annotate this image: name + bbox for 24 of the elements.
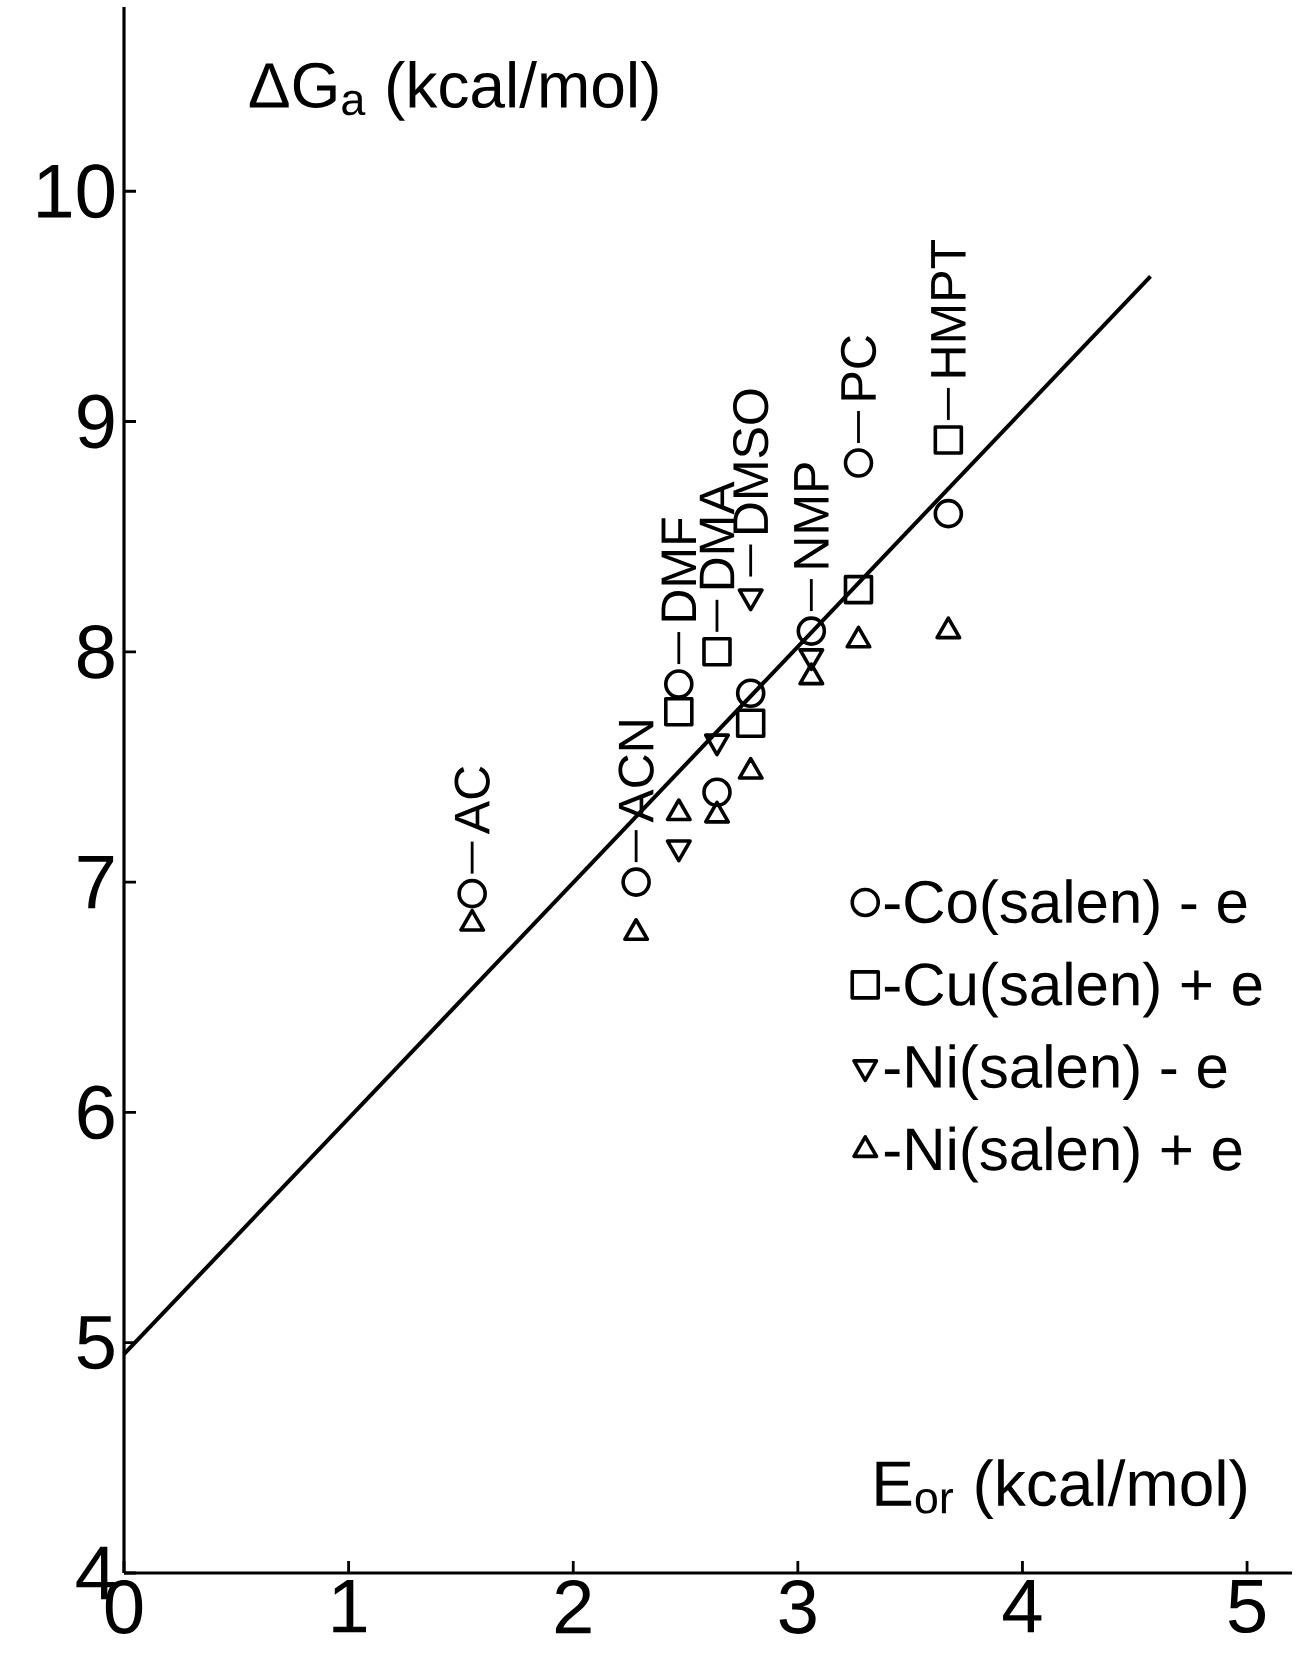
- x-tick-label: 3: [779, 1580, 816, 1634]
- y-tick-label: 10: [38, 164, 114, 219]
- x-tick-label: 1: [333, 1580, 367, 1633]
- annotation: PC: [840, 336, 877, 400]
- legend-label: -Co(salen) - e: [884, 879, 1247, 936]
- legend-label: -Cu(salen) + e: [884, 961, 1262, 1018]
- annotation: DMA: [699, 481, 735, 589]
- x-axis-title: E$_{or}$ (kcal/mol): [876, 1459, 1246, 1519]
- annotation: HMPT: [931, 240, 966, 377]
- y-tick-label: 9: [78, 394, 114, 449]
- y-tick-label: 5: [77, 1316, 114, 1370]
- legend-label: -Ni(salen) + e: [884, 1126, 1242, 1183]
- annotation: ACN: [618, 721, 654, 823]
- annotation: NMP: [794, 463, 829, 568]
- legend-label: -Ni(salen) - e: [884, 1044, 1227, 1101]
- y-tick-label: 7: [78, 855, 114, 909]
- annotation: DMF: [661, 518, 696, 621]
- y-tick-label: 8: [77, 624, 114, 679]
- x-tick-label: 2: [555, 1580, 591, 1634]
- y-axis-title: ΔG$_{a}$ (kcal/mol): [249, 61, 658, 121]
- annotation: AC: [454, 766, 490, 835]
- y-tick-label: 6: [78, 1085, 114, 1140]
- x-tick-label: 4: [1003, 1580, 1042, 1633]
- x-tick-label: 5: [1228, 1580, 1266, 1634]
